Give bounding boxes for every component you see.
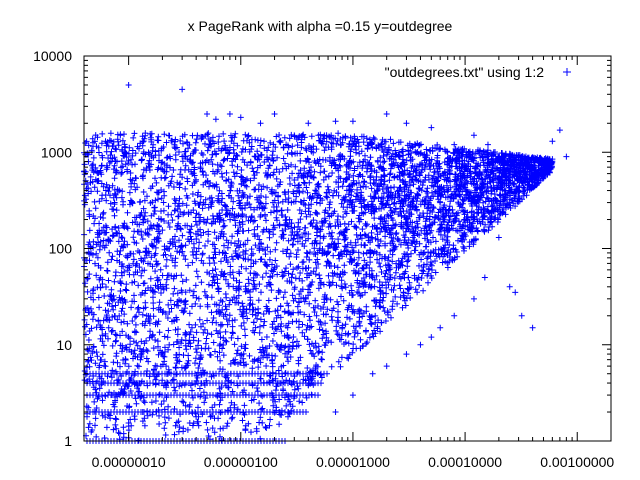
data-point: [549, 138, 556, 145]
data-point: [484, 147, 491, 154]
data-point: [529, 324, 536, 331]
data-point: [237, 114, 244, 121]
data-point: [403, 120, 410, 127]
data-point: [470, 295, 477, 302]
data-point: [212, 116, 219, 123]
legend-marker: [563, 68, 571, 76]
data-point: [403, 193, 410, 200]
y-tick-label: 1000: [41, 144, 72, 160]
data-point: [484, 141, 491, 148]
data-point: [495, 158, 502, 165]
data-point: [512, 289, 519, 296]
data-point: [490, 149, 497, 156]
data-point: [556, 127, 563, 134]
data-point: [428, 124, 435, 131]
y-tick-label: 1: [64, 433, 72, 449]
data-point: [506, 283, 513, 290]
data-point: [423, 231, 430, 238]
data-point: [332, 409, 339, 416]
data-point: [428, 334, 435, 341]
x-tick-label: 0.00100000: [540, 454, 614, 470]
legend-label: "outdegrees.txt" using 1:2: [385, 64, 545, 80]
y-tick-label: 10000: [33, 48, 72, 64]
x-tick-label: 0.00010000: [428, 454, 502, 470]
data-point: [257, 120, 264, 127]
scatter-points-layer: [81, 81, 570, 444]
chart-title: x PageRank with alpha =0.15 y=outdegree: [187, 18, 453, 34]
x-tick-label: 0.00001000: [316, 454, 390, 470]
data-point: [487, 150, 494, 157]
data-point: [417, 341, 424, 348]
data-point: [204, 110, 211, 117]
data-point: [383, 363, 390, 370]
data-point: [226, 110, 233, 117]
x-tick-label: 0.00000010: [92, 454, 166, 470]
data-point: [529, 164, 536, 171]
scatter-cloud: [81, 130, 556, 444]
data-point: [437, 324, 444, 331]
data-point: [470, 132, 477, 139]
data-point: [451, 141, 458, 148]
axes-layer: 1 10 100 1000 10000 0.00000010 0.00000100 0.000…: [33, 48, 614, 470]
x-tick-label: 0.00000100: [204, 454, 278, 470]
data-point: [403, 351, 410, 358]
data-point: [349, 118, 356, 125]
legend: "outdegrees.txt" using 1:2: [385, 64, 571, 80]
data-point: [383, 110, 390, 117]
data-point: [349, 392, 356, 399]
data-point: [179, 86, 186, 93]
data-point: [369, 370, 376, 377]
data-point: [518, 312, 525, 319]
data-point: [271, 110, 278, 117]
data-point: [332, 118, 339, 125]
y-tick-label: 100: [49, 241, 73, 257]
data-point: [451, 312, 458, 319]
data-point: [456, 182, 463, 189]
data-point: [305, 120, 312, 127]
data-point: [563, 153, 570, 160]
data-point: [125, 81, 132, 88]
data-point: [481, 149, 488, 156]
data-point: [437, 199, 444, 206]
data-point: [481, 274, 488, 281]
data-point: [515, 153, 522, 160]
data-point: [495, 234, 502, 241]
y-tick-label: 10: [56, 337, 72, 353]
